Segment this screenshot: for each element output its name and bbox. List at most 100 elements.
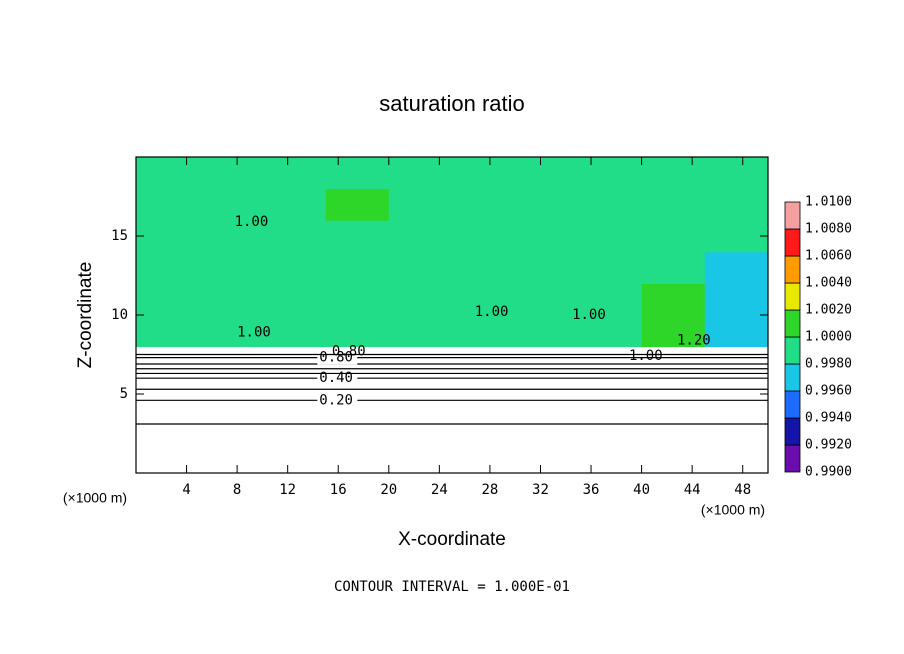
heat-cell: [325, 409, 390, 442]
y-tick-label: 5: [120, 386, 128, 402]
heat-cell: [452, 220, 516, 253]
colorbar-swatch: [784, 255, 801, 284]
heat-cell: [388, 157, 453, 190]
heat-cell: [325, 315, 390, 348]
heat-cell: [641, 251, 706, 284]
heat-cell: [704, 378, 769, 411]
heat-cell: [199, 283, 263, 316]
heat-cell: [262, 441, 327, 474]
heat-cell: [641, 409, 706, 442]
heat-cell: [199, 409, 263, 442]
heat-cell: [136, 441, 200, 474]
colorbar-swatch: [784, 444, 801, 473]
heat-cell: [515, 188, 579, 221]
colorbar-swatch: [784, 336, 801, 365]
heat-cell: [578, 441, 643, 474]
heat-cell: [704, 283, 769, 316]
colorbar-label: 1.0060: [805, 249, 852, 264]
x-tick-label: 44: [684, 482, 701, 498]
heat-cell: [578, 409, 643, 442]
heat-cell: [136, 378, 200, 411]
heat-cell: [136, 315, 200, 348]
heat-cell: [452, 283, 516, 316]
heat-cell: [325, 251, 390, 284]
heat-cell: [578, 315, 643, 348]
heat-cell: [136, 220, 200, 253]
contour-label: 0.40: [319, 370, 353, 386]
heat-cell: [262, 251, 327, 284]
heat-cell: [578, 283, 643, 316]
heat-cell: [515, 378, 579, 411]
heat-cell: [578, 251, 643, 284]
heat-cell: [515, 251, 579, 284]
heat-cell: [262, 188, 327, 221]
colorbar-label: 0.9920: [805, 438, 852, 453]
heat-cell: [199, 251, 263, 284]
colorbar-label: 1.0040: [805, 276, 852, 291]
y-axis-label: Z-coordinate: [75, 262, 96, 369]
heat-cell: [452, 188, 516, 221]
heat-cell: [262, 283, 327, 316]
heat-cell: [388, 251, 453, 284]
heat-cell: [515, 409, 579, 442]
heat-cell: [704, 157, 769, 190]
heat-cell: [515, 157, 579, 190]
colorbar-label: 1.0020: [805, 303, 852, 318]
heat-cell: [199, 378, 263, 411]
heat-cell: [262, 220, 327, 253]
contour-label: 1.20: [677, 332, 711, 348]
heat-cell: [641, 441, 706, 474]
heat-cell: [578, 188, 643, 221]
heat-cell: [641, 315, 706, 348]
contour-label: 1.00: [572, 307, 606, 323]
colorbar-label: 0.9940: [805, 411, 852, 426]
heat-cell: [452, 378, 516, 411]
x-tick-label: 36: [583, 482, 600, 498]
y-tick-label: 10: [111, 307, 128, 323]
heat-cell: [515, 315, 579, 348]
heat-cell: [199, 188, 263, 221]
heat-cell: [325, 220, 390, 253]
heat-cell: [199, 220, 263, 253]
x-tick-label: 20: [380, 482, 397, 498]
contour-label-bg: [317, 393, 358, 408]
colorbar-label: 1.0080: [805, 222, 852, 237]
heat-cell: [136, 157, 200, 190]
x-tick-label: 12: [279, 482, 296, 498]
heat-cell: [704, 220, 769, 253]
heat-cell: [199, 441, 263, 474]
heat-cell: [199, 157, 263, 190]
x-unit: (×1000 m): [701, 502, 765, 518]
heat-cell: [325, 283, 390, 316]
colorbar-swatch: [784, 309, 801, 338]
heat-cell: [325, 188, 390, 221]
colorbar-swatch: [784, 417, 801, 446]
heat-cell: [388, 378, 453, 411]
contour-label: 1.00: [475, 304, 509, 320]
heat-cell: [136, 283, 200, 316]
heat-cell: [325, 157, 390, 190]
x-tick-label: 48: [734, 482, 751, 498]
contour-label: 0.80: [319, 350, 353, 366]
heat-cell: [452, 251, 516, 284]
heat-cell: [641, 283, 706, 316]
x-tick-label: 16: [330, 482, 347, 498]
heat-cell: [515, 283, 579, 316]
contour-label: 1.00: [235, 214, 269, 230]
heat-cell: [136, 409, 200, 442]
colorbar-swatch: [784, 201, 801, 230]
heat-cell: [262, 315, 327, 348]
colorbar-swatch: [784, 363, 801, 392]
heat-cell: [578, 378, 643, 411]
heat-cell: [515, 220, 579, 253]
heat-cell: [452, 315, 516, 348]
heat-cell: [452, 441, 516, 474]
colorbar-swatch: [784, 228, 801, 257]
x-tick-label: 40: [633, 482, 650, 498]
colorbar-label: 0.9900: [805, 465, 852, 480]
heat-cell: [325, 441, 390, 474]
heat-cell: [704, 441, 769, 474]
heat-cell: [704, 188, 769, 221]
heat-cell: [578, 157, 643, 190]
